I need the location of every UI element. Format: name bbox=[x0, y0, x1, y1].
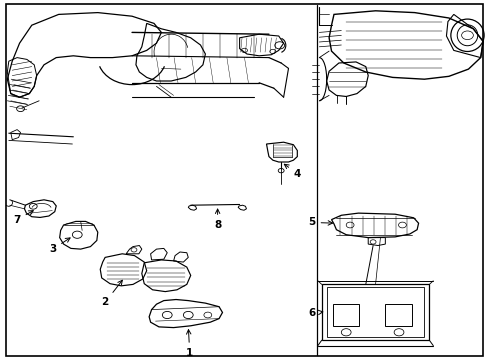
Text: 5: 5 bbox=[308, 217, 332, 228]
Text: 8: 8 bbox=[214, 209, 221, 230]
Bar bbox=[332, 304, 359, 326]
Text: 3: 3 bbox=[49, 238, 70, 254]
Text: 2: 2 bbox=[102, 280, 122, 307]
Text: 7: 7 bbox=[13, 211, 33, 225]
Bar bbox=[326, 287, 424, 337]
Bar bbox=[385, 304, 411, 326]
Bar bbox=[321, 284, 428, 340]
Text: 6: 6 bbox=[308, 308, 322, 318]
Text: 4: 4 bbox=[284, 164, 301, 179]
Text: 1: 1 bbox=[186, 330, 193, 358]
